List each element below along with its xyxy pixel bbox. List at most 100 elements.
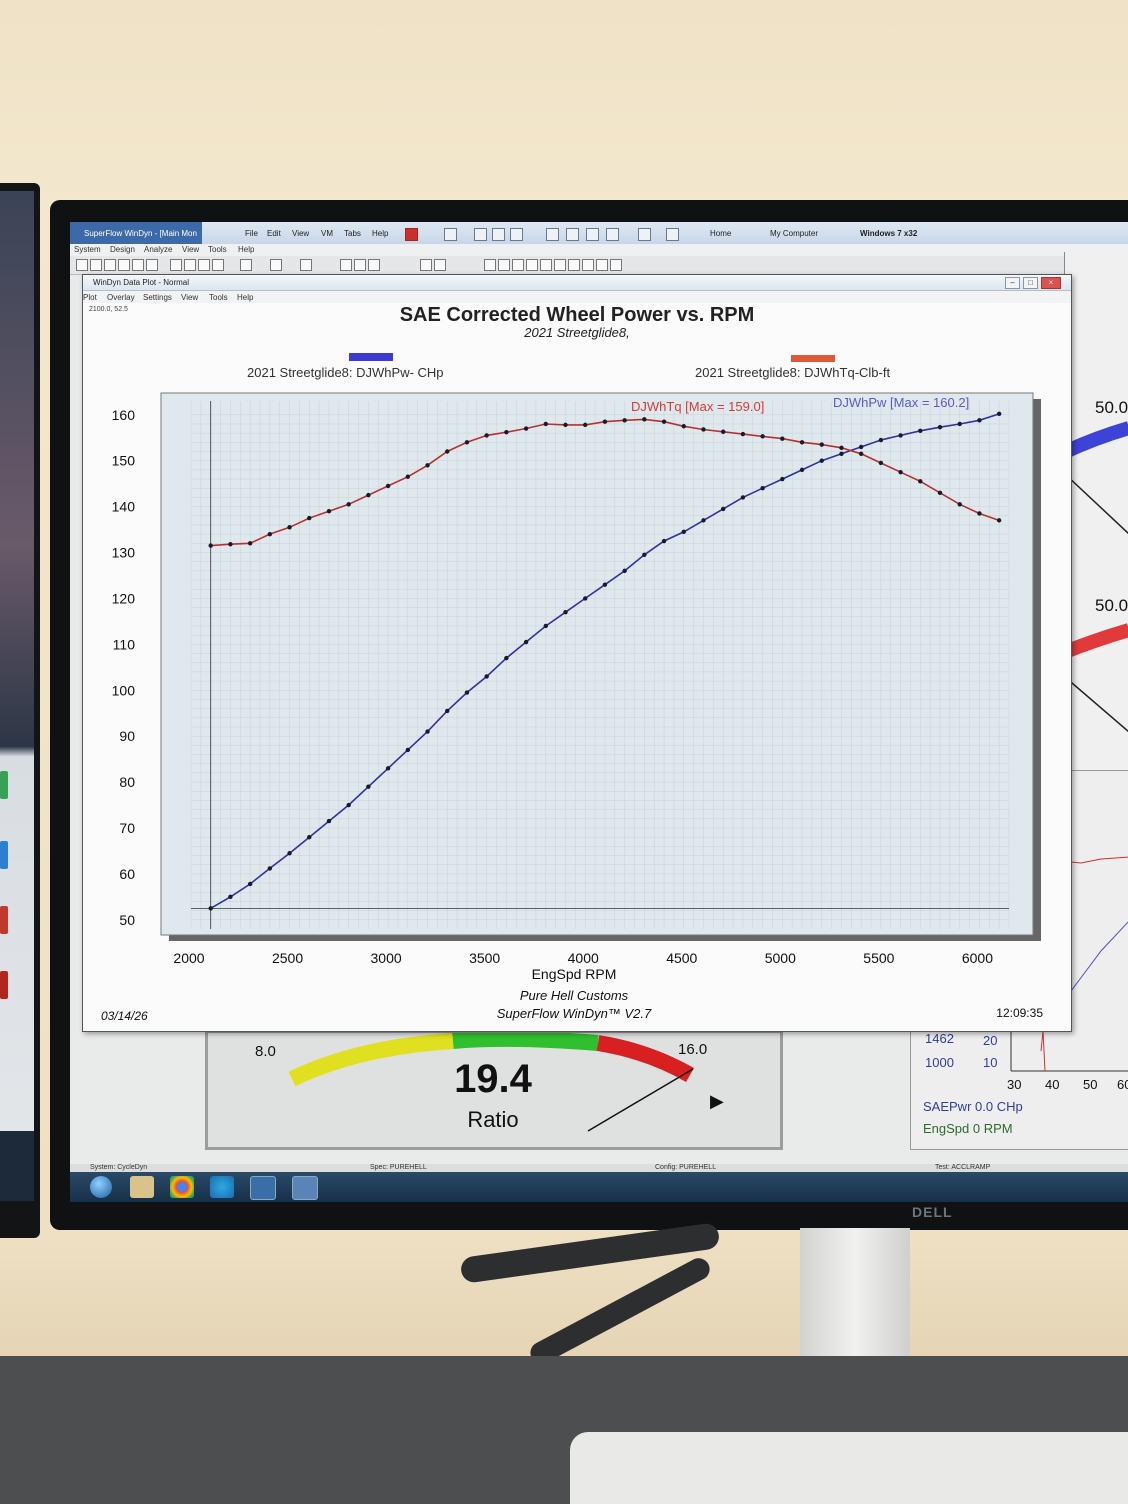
- strip-left-value-2: 1000: [925, 1055, 954, 1070]
- strip-readout-power: SAEPwr 0.0 CHp: [923, 1099, 1023, 1114]
- plot-menu-settings[interactable]: Settings: [143, 293, 172, 302]
- submenu-analyze[interactable]: Analyze: [144, 245, 173, 254]
- close-icon[interactable]: ×: [1041, 277, 1061, 289]
- legend-swatch-power: [349, 353, 393, 361]
- data-point-djwhtq: [622, 418, 627, 423]
- toolbar-button[interactable]: [610, 259, 622, 271]
- menu-help[interactable]: Help: [372, 229, 389, 238]
- toolbar-button[interactable]: [240, 259, 252, 271]
- data-point-djwhpw: [523, 639, 529, 645]
- console-icon[interactable]: [638, 228, 651, 241]
- toolbar-button[interactable]: [420, 259, 432, 271]
- x-tick-label: 4000: [568, 950, 599, 966]
- toolbar-button[interactable]: [582, 259, 594, 271]
- view4-icon[interactable]: [606, 228, 619, 241]
- toolbar-button[interactable]: [340, 259, 352, 271]
- x-axis-ticks: 2000 2500 3000 3500 4000 4500 5000 5500 6000: [173, 950, 993, 966]
- snapshot-icon[interactable]: [492, 228, 505, 241]
- clock-icon[interactable]: [474, 228, 487, 241]
- data-point-djwhtq: [464, 440, 470, 445]
- toolbar-button[interactable]: [300, 259, 312, 271]
- explorer-icon[interactable]: [130, 1176, 154, 1198]
- data-point-djwhpw: [464, 690, 470, 695]
- menu-tabs[interactable]: Tabs: [344, 229, 361, 238]
- tab-home[interactable]: Home: [710, 229, 732, 238]
- toolbar-button[interactable]: [540, 259, 552, 271]
- toolbar-button[interactable]: [526, 259, 538, 271]
- toolbar-button[interactable]: [368, 259, 380, 271]
- minimize-icon[interactable]: –: [1005, 277, 1020, 289]
- tab-my-computer[interactable]: My Computer: [770, 229, 819, 238]
- data-point-djwhpw: [977, 418, 982, 423]
- left-monitor: [0, 183, 40, 1238]
- pause-icon[interactable]: [405, 228, 418, 241]
- view1-icon[interactable]: [546, 228, 559, 241]
- annotation-power-max: DJWhPw [Max = 160.2]: [833, 395, 969, 410]
- data-point-djwhtq: [701, 427, 706, 432]
- toolbar-button[interactable]: [76, 259, 88, 271]
- toolbar-button[interactable]: [354, 259, 366, 271]
- maximize-icon[interactable]: □: [1023, 277, 1038, 289]
- submenu-view[interactable]: View: [182, 245, 200, 254]
- menu-vm[interactable]: VM: [321, 229, 333, 238]
- toolbar-button[interactable]: [212, 259, 224, 271]
- start-button[interactable]: [90, 1176, 112, 1198]
- toolbar-button[interactable]: [434, 259, 446, 271]
- plot-menu-help[interactable]: Help: [237, 293, 254, 302]
- print-icon[interactable]: [444, 228, 457, 241]
- data-point-djwhpw: [208, 906, 213, 911]
- plot-window-titlebar: WinDyn Data Plot - Normal – □ ×: [83, 275, 1071, 291]
- submenu-tools[interactable]: Tools: [208, 245, 227, 254]
- legend-swatch-torque: [791, 355, 835, 362]
- toolbar-button[interactable]: [146, 259, 158, 271]
- toolbar-button[interactable]: [498, 259, 510, 271]
- tab-windows7[interactable]: Windows 7 x32: [860, 229, 918, 238]
- menu-edit[interactable]: Edit: [267, 229, 281, 238]
- data-point-djwhpw: [228, 894, 233, 900]
- view2-icon[interactable]: [566, 228, 579, 241]
- data-point-djwhpw: [720, 506, 726, 512]
- toolbar-button[interactable]: [554, 259, 566, 271]
- data-point-djwhtq: [445, 449, 450, 454]
- toolbar-button[interactable]: [596, 259, 608, 271]
- status-spec: Spec: PUREHELL: [370, 1164, 427, 1171]
- menu-file[interactable]: File: [245, 229, 258, 238]
- submenu-design[interactable]: Design: [110, 245, 135, 254]
- toolbar-button[interactable]: [184, 259, 196, 271]
- toolbar-button[interactable]: [170, 259, 182, 271]
- windyn-plot-icon[interactable]: [292, 1176, 318, 1200]
- data-point-djwhtq: [307, 515, 312, 521]
- data-point-djwhtq: [563, 422, 568, 428]
- toolbar-button[interactable]: [568, 259, 580, 271]
- dyno-chart: SAE Corrected Wheel Power vs. RPM 2021 S…: [101, 304, 1043, 1023]
- data-point-djwhpw: [937, 424, 943, 430]
- toolbar-button[interactable]: [270, 259, 282, 271]
- toolbar-button[interactable]: [104, 259, 116, 271]
- plot-menu-overlay[interactable]: Overlay: [107, 293, 135, 302]
- plot-menu-tools[interactable]: Tools: [209, 293, 228, 302]
- toolbar-button[interactable]: [512, 259, 524, 271]
- submenu-help[interactable]: Help: [238, 245, 255, 254]
- toolbar-button[interactable]: [132, 259, 144, 271]
- edge-icon[interactable]: [210, 1176, 234, 1198]
- view3-icon[interactable]: [586, 228, 599, 241]
- snapshot2-icon[interactable]: [510, 228, 523, 241]
- toolbar-button[interactable]: [118, 259, 130, 271]
- cable: [526, 1254, 714, 1368]
- data-point-djwhpw: [326, 818, 332, 824]
- data-point-djwhtq: [642, 417, 647, 422]
- toolbar-button[interactable]: [484, 259, 496, 271]
- toolbar-button[interactable]: [198, 259, 210, 271]
- menu-view[interactable]: View: [292, 229, 310, 238]
- submenu-system[interactable]: System: [74, 245, 101, 254]
- windyn-icon[interactable]: [250, 1176, 276, 1200]
- chrome-icon[interactable]: [170, 1176, 194, 1198]
- data-point-djwhtq: [977, 511, 982, 516]
- data-point-djwhpw: [661, 538, 667, 544]
- app-title[interactable]: SuperFlow WinDyn - [Main Mon: [70, 222, 202, 244]
- plot-menu-plot[interactable]: Plot: [83, 293, 97, 302]
- plot-menu-view[interactable]: View: [181, 293, 199, 302]
- data-point-djwhpw: [819, 458, 824, 463]
- fullscreen-icon[interactable]: [666, 228, 679, 241]
- toolbar-button[interactable]: [90, 259, 102, 271]
